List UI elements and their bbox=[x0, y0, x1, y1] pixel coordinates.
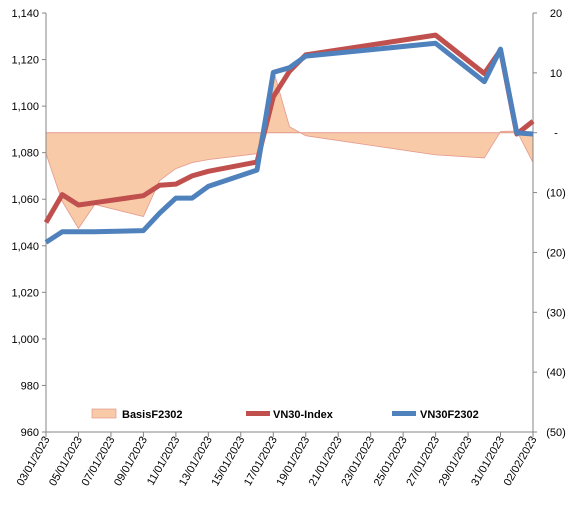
x-axis-tick-label: 29/01/2023 bbox=[437, 434, 475, 488]
left-axis-tick-label: 960 bbox=[21, 427, 39, 439]
x-axis-tick-label: 09/01/2023 bbox=[112, 435, 150, 489]
left-axis-tick-label: 1,140 bbox=[11, 8, 39, 20]
x-axis-tick-label: 27/01/2023 bbox=[404, 435, 442, 489]
basis-area-edge bbox=[45, 69, 534, 230]
left-axis-tick-label: 980 bbox=[21, 380, 39, 392]
x-axis-tick-label: 05/01/2023 bbox=[47, 435, 85, 489]
x-axis-tick-label: 11/01/2023 bbox=[145, 435, 183, 488]
right-axis-tick-label: (10) bbox=[546, 188, 566, 200]
legend-label-basis: BasisF2302 bbox=[122, 409, 183, 421]
left-axis-tick-label: 1,100 bbox=[11, 101, 39, 113]
right-axis-tick-label: 10 bbox=[550, 68, 562, 80]
right-axis-tick-label: (40) bbox=[546, 367, 566, 379]
left-axis-tick-label: 1,020 bbox=[11, 287, 39, 299]
lines-layer bbox=[43, 32, 535, 245]
basis-area-layer bbox=[45, 69, 534, 230]
x-axis-tick-label: 13/01/2023 bbox=[177, 435, 215, 489]
x-axis-tick-label: 31/01/2023 bbox=[469, 435, 507, 489]
x-axis-tick-label: 23/01/2023 bbox=[339, 435, 377, 489]
x-axis-tick-label: 02/02/2023 bbox=[502, 435, 540, 489]
x-axis-tick-label: 21/01/2023 bbox=[307, 435, 345, 489]
basis-area bbox=[46, 69, 533, 229]
legend-swatch-basis bbox=[91, 408, 117, 419]
x-axis-tick-label: 25/01/2023 bbox=[372, 435, 410, 489]
right-axis-tick-label: (50) bbox=[546, 427, 566, 439]
x-axis-tick-label: 19/01/2023 bbox=[274, 435, 312, 489]
x-axis-tick-label: 07/01/2023 bbox=[80, 435, 118, 489]
vn30-index-line bbox=[43, 32, 535, 224]
right-axis-tick-label: (30) bbox=[546, 307, 566, 319]
legend: BasisF2302 VN30-Index VN30F2302 bbox=[91, 408, 479, 421]
legend-label-vn30-index: VN30-Index bbox=[273, 409, 334, 421]
x-axis-tick-label: 17/01/2023 bbox=[242, 435, 280, 489]
x-axis-tick-label: 15/01/2023 bbox=[209, 435, 247, 489]
left-axis-tick-label: 1,060 bbox=[11, 194, 39, 206]
x-axis-tick-label: 03/01/2023 bbox=[15, 435, 53, 489]
legend-label-vn30f2302: VN30F2302 bbox=[420, 409, 479, 421]
right-axis-tick-label: - bbox=[554, 128, 558, 140]
vn30f2302-line bbox=[44, 40, 534, 245]
left-axis-tick-label: 1,000 bbox=[11, 334, 39, 346]
left-axis-tick-label: 1,080 bbox=[11, 148, 39, 160]
left-axis-tick-label: 1,120 bbox=[11, 55, 39, 67]
right-axis-tick-label: 20 bbox=[550, 8, 562, 20]
right-axis-tick-label: (20) bbox=[546, 247, 566, 259]
left-axis-tick-label: 1,040 bbox=[11, 241, 39, 253]
